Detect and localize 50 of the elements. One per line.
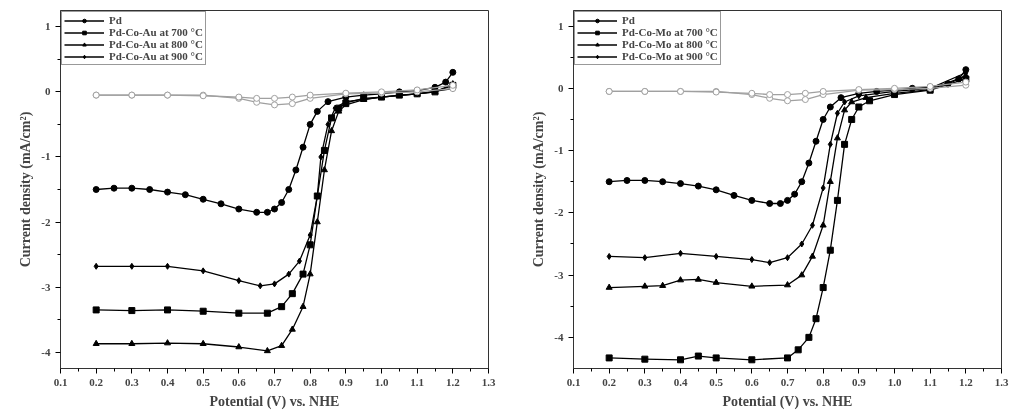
x-tick-label: 0.3 — [124, 375, 140, 388]
y-tick-label: 1 — [558, 19, 564, 32]
y-tick-label: -3 — [41, 280, 51, 293]
x-tick-label: 0.5 — [196, 375, 211, 388]
legend-label: Pd-Co-Mo at 900 °C — [622, 50, 718, 62]
x-tick-label: 1.1 — [410, 375, 425, 388]
y-tick-label: -2 — [41, 215, 51, 228]
y-tick-label: -2 — [554, 206, 564, 219]
x-tick-label: 0.4 — [673, 375, 688, 388]
legend-label: Pd-Co-Mo at 700 °C — [622, 26, 718, 38]
x-tick-label: 1.2 — [958, 375, 974, 388]
x-tick-label: 0.5 — [709, 375, 724, 388]
x-tick-label: 0.7 — [267, 375, 282, 388]
x-axis-title: Potential (V) vs. NHE — [722, 393, 853, 410]
x-tick-label: 0.2 — [602, 375, 617, 388]
x-tick-label: 0.1 — [566, 375, 581, 388]
x-tick-label: 0.2 — [89, 375, 104, 388]
x-tick-label: 0.9 — [851, 375, 867, 388]
x-tick-label: 0.6 — [231, 375, 247, 388]
y-tick-label: 0 — [45, 85, 51, 98]
y-tick-label: -3 — [554, 268, 564, 281]
y-tick-label: -4 — [41, 345, 51, 358]
x-tick-label: 0.8 — [816, 375, 831, 388]
x-tick-label: 0.3 — [637, 375, 653, 388]
x-tick-label: 0.6 — [744, 375, 760, 388]
y-tick-label: 1 — [45, 20, 51, 33]
legend-label: Pd — [109, 14, 123, 26]
y-axis-title: Current density (mA/cm²) — [18, 111, 35, 268]
x-tick-label: 0.7 — [780, 375, 795, 388]
legend-label: Pd-Co-Au at 800 °C — [109, 38, 203, 50]
y-tick-label: -1 — [554, 144, 564, 157]
legend-label: Pd-Co-Au at 700 °C — [109, 26, 203, 38]
x-tick-label: 0.9 — [338, 375, 354, 388]
x-tick-label: 1.2 — [445, 375, 461, 388]
legend-label: Pd — [622, 14, 636, 26]
x-tick-label: 0.1 — [53, 375, 68, 388]
y-tick-label: -4 — [554, 330, 564, 343]
x-tick-label: 0.4 — [160, 375, 175, 388]
y-axis-title: Current density (mA/cm²) — [531, 111, 548, 268]
legend-label: Pd-Co-Mo at 800 °C — [622, 38, 718, 50]
x-tick-label: 0.8 — [303, 375, 318, 388]
x-axis-title: Potential (V) vs. NHE — [209, 393, 340, 410]
legend-label: Pd-Co-Au at 900 °C — [109, 50, 203, 62]
x-tick-label: 1.0 — [887, 375, 902, 388]
y-tick-label: 0 — [558, 81, 564, 94]
x-tick-label: 1.1 — [923, 375, 938, 388]
y-tick-label: -1 — [41, 150, 51, 163]
x-tick-label: 1.0 — [374, 375, 389, 388]
x-tick-label: 1.3 — [994, 375, 1009, 388]
x-tick-label: 1.3 — [481, 375, 496, 388]
